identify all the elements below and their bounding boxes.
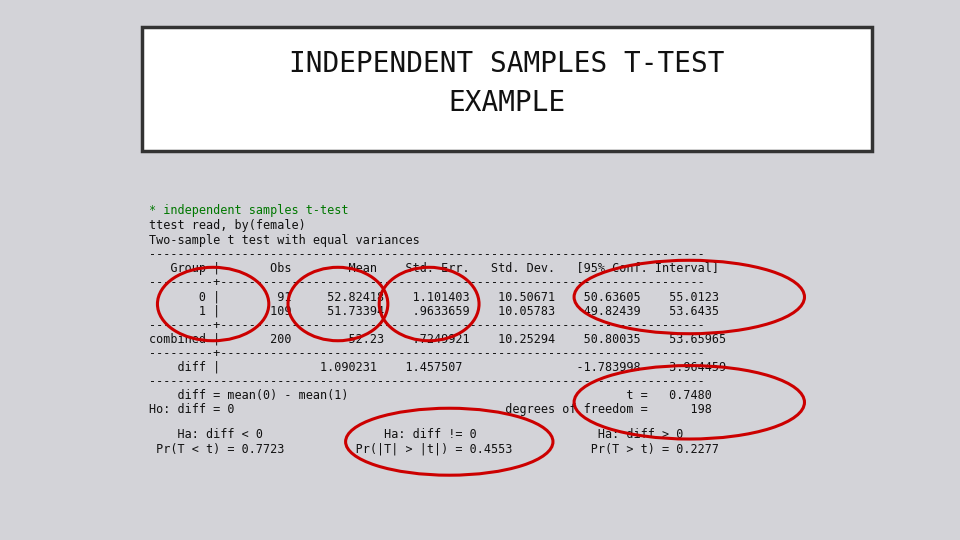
Text: INDEPENDENT SAMPLES T-TEST
EXAMPLE: INDEPENDENT SAMPLES T-TEST EXAMPLE <box>289 50 725 117</box>
Text: diff |              1.090231    1.457507                -1.783998    3.964459: diff | 1.090231 1.457507 -1.783998 3.964… <box>149 361 726 374</box>
Text: ------------------------------------------------------------------------------: ----------------------------------------… <box>149 248 705 261</box>
Text: Group |       Obs        Mean    Std. Err.   Std. Dev.   [95% Conf. Interval]: Group | Obs Mean Std. Err. Std. Dev. [95… <box>149 262 719 275</box>
Text: ---------+--------------------------------------------------------------------: ---------+------------------------------… <box>149 276 705 289</box>
FancyBboxPatch shape <box>142 27 872 151</box>
Text: 1 |       109     51.73394    .9633659    10.05783    49.82439    53.6435: 1 | 109 51.73394 .9633659 10.05783 49.82… <box>149 305 719 318</box>
Text: ---------+--------------------------------------------------------------------: ---------+------------------------------… <box>149 319 705 332</box>
Text: Two-sample t test with equal variances: Two-sample t test with equal variances <box>149 234 420 247</box>
Text: ttest read, by(female): ttest read, by(female) <box>149 219 305 232</box>
Text: * independent samples t-test: * independent samples t-test <box>149 204 348 217</box>
Text: diff = mean(0) - mean(1)                                       t =   0.7480: diff = mean(0) - mean(1) t = 0.7480 <box>149 389 711 402</box>
Text: ---------+--------------------------------------------------------------------: ---------+------------------------------… <box>149 347 705 360</box>
Text: 0 |        91     52.82418    1.101403    10.50671    50.63605    55.0123: 0 | 91 52.82418 1.101403 10.50671 50.636… <box>149 291 719 303</box>
Text: combined |       200        52.23    .7249921    10.25294    50.80035    53.6596: combined | 200 52.23 .7249921 10.25294 5… <box>149 333 726 346</box>
Text: Ho: diff = 0                                      degrees of freedom =      198: Ho: diff = 0 degrees of freedom = 198 <box>149 403 711 416</box>
Text: Pr(T < t) = 0.7723          Pr(|T| > |t|) = 0.4553           Pr(T > t) = 0.2277: Pr(T < t) = 0.7723 Pr(|T| > |t|) = 0.455… <box>149 443 719 456</box>
Text: ------------------------------------------------------------------------------: ----------------------------------------… <box>149 375 705 388</box>
Text: Ha: diff < 0                 Ha: diff != 0                 Ha: diff > 0: Ha: diff < 0 Ha: diff != 0 Ha: diff > 0 <box>149 428 684 441</box>
